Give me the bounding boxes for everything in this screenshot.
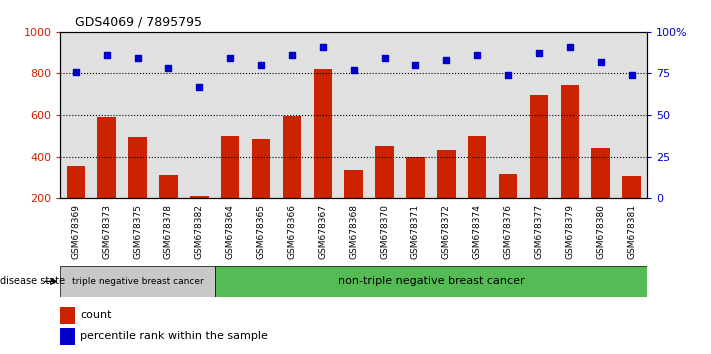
- Point: [132, 56, 144, 61]
- Point: [163, 65, 174, 71]
- Bar: [431, 32, 461, 198]
- Bar: [344, 170, 363, 240]
- Point: [626, 72, 637, 78]
- Bar: [190, 196, 208, 240]
- Point: [101, 52, 112, 58]
- Bar: [153, 32, 184, 198]
- Bar: [60, 328, 75, 345]
- Bar: [585, 32, 616, 198]
- Bar: [616, 32, 647, 198]
- Bar: [277, 32, 307, 198]
- Bar: [400, 32, 431, 198]
- Point: [287, 52, 298, 58]
- Bar: [523, 32, 555, 198]
- Bar: [60, 307, 75, 324]
- Bar: [530, 95, 548, 240]
- Bar: [60, 32, 91, 198]
- Point: [595, 59, 606, 65]
- Bar: [437, 150, 456, 240]
- Point: [441, 57, 452, 63]
- Point: [70, 69, 82, 75]
- Bar: [122, 32, 153, 198]
- Text: percentile rank within the sample: percentile rank within the sample: [80, 331, 268, 341]
- Point: [503, 72, 514, 78]
- Bar: [406, 156, 424, 240]
- Bar: [560, 85, 579, 240]
- Bar: [184, 32, 215, 198]
- Bar: [129, 137, 147, 240]
- Text: disease state: disease state: [0, 276, 65, 286]
- Bar: [499, 174, 518, 240]
- Bar: [622, 176, 641, 240]
- Bar: [338, 32, 369, 198]
- Bar: [246, 32, 277, 198]
- Point: [193, 84, 205, 90]
- Point: [255, 62, 267, 68]
- Bar: [283, 116, 301, 240]
- Text: triple negative breast cancer: triple negative breast cancer: [72, 277, 203, 286]
- Bar: [215, 266, 647, 297]
- Point: [564, 44, 575, 50]
- Bar: [461, 32, 493, 198]
- Text: GDS4069 / 7895795: GDS4069 / 7895795: [75, 15, 202, 28]
- Point: [317, 44, 328, 50]
- Point: [533, 51, 545, 56]
- Bar: [555, 32, 585, 198]
- Bar: [159, 175, 178, 240]
- Bar: [215, 32, 246, 198]
- Bar: [60, 266, 215, 297]
- Text: non-triple negative breast cancer: non-triple negative breast cancer: [338, 276, 524, 286]
- Point: [379, 56, 390, 61]
- Point: [410, 62, 421, 68]
- Bar: [221, 136, 240, 240]
- Bar: [375, 146, 394, 240]
- Bar: [592, 148, 610, 240]
- Bar: [493, 32, 523, 198]
- Point: [225, 56, 236, 61]
- Bar: [369, 32, 400, 198]
- Text: count: count: [80, 310, 112, 320]
- Bar: [67, 166, 85, 240]
- Bar: [252, 139, 270, 240]
- Bar: [307, 32, 338, 198]
- Bar: [91, 32, 122, 198]
- Bar: [97, 117, 116, 240]
- Point: [348, 67, 360, 73]
- Bar: [468, 136, 486, 240]
- Bar: [314, 69, 332, 240]
- Point: [471, 52, 483, 58]
